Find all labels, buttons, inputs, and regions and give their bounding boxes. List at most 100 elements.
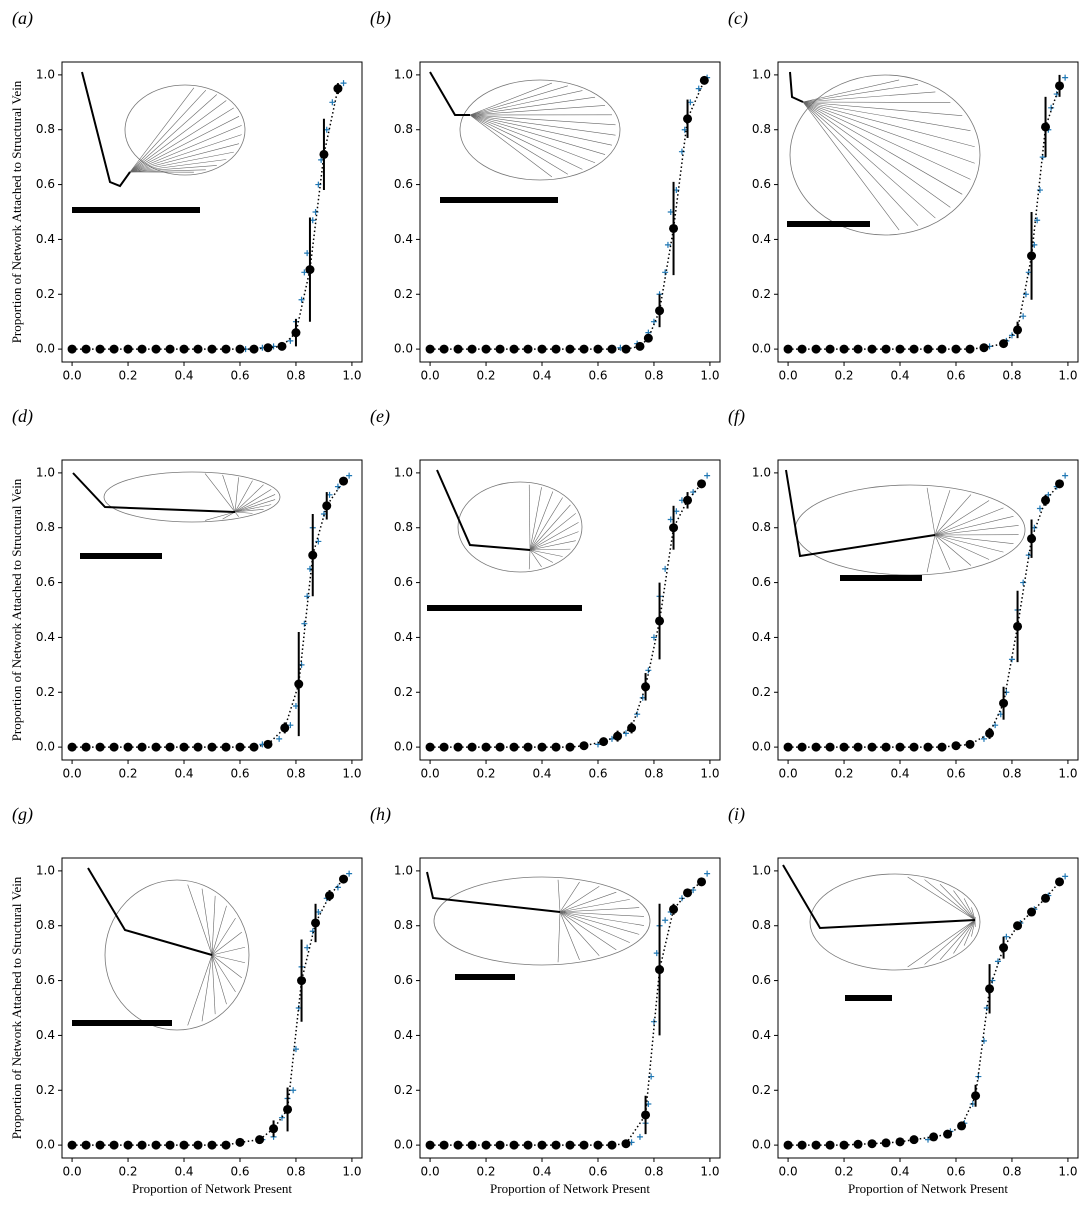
mean-point — [551, 344, 561, 354]
y-tick-label: 1.0 — [394, 465, 413, 479]
leaf-vein — [934, 534, 1004, 553]
mean-point — [207, 344, 217, 354]
x-tick-label: 1.0 — [700, 767, 719, 781]
leaf-vein — [129, 125, 242, 173]
sample-point — [292, 1046, 299, 1053]
sample-point — [315, 181, 322, 188]
mean-point — [635, 341, 645, 351]
leaf-vein — [926, 487, 936, 536]
mean-point — [151, 742, 161, 752]
x-tick-label: 0.2 — [476, 369, 495, 383]
leaf-vein — [129, 151, 234, 173]
x-tick-label: 1.0 — [700, 369, 719, 383]
leaf-vein — [204, 473, 236, 513]
leaf-vein — [802, 91, 936, 103]
sample-point — [340, 80, 347, 87]
leaf-vein — [529, 504, 571, 551]
y-axis-label: Proportion of Network Attached to Struct… — [9, 80, 24, 343]
y-tick-label: 1.0 — [36, 465, 55, 479]
y-tick-label: 0.0 — [752, 740, 771, 754]
mean-point — [179, 1140, 189, 1150]
mean-point — [607, 1140, 617, 1150]
mean-point — [509, 344, 519, 354]
panel: (b) 0.0 0.2 0.4 0.6 0.8 1.0 0.0 0.2 0.4 0.6 0.8 1.0 — [370, 8, 721, 383]
leaf-stem — [87, 867, 213, 956]
mean-point — [825, 742, 835, 752]
leaf-vein — [802, 101, 963, 116]
y-tick-label: 0.6 — [36, 177, 55, 191]
mean-point — [929, 1132, 939, 1142]
y-tick-label: 1.0 — [36, 863, 55, 877]
leaf-vein — [939, 883, 976, 921]
panel: (d) 0.0 0.2 0.4 0.6 0.8 1.0 0.0 0.2 0.4 0.6 0.8 1.0 P… — [9, 406, 363, 781]
mean-point — [137, 344, 147, 354]
mean-point — [867, 1139, 877, 1149]
x-tick-label: 0.6 — [230, 1165, 249, 1179]
leaf-vein — [559, 911, 645, 926]
mean-point — [81, 742, 91, 752]
sample-point — [1048, 104, 1055, 111]
x-tick-label: 0.0 — [421, 767, 440, 781]
panel-label: (c) — [728, 8, 748, 29]
x-tick-label: 0.2 — [834, 1165, 853, 1179]
mean-point — [81, 1140, 91, 1150]
leaf-vein — [187, 884, 213, 956]
sample-point — [664, 241, 671, 248]
leaf-vein — [963, 898, 976, 921]
mean-point — [425, 1140, 435, 1150]
leaf-vein — [129, 165, 217, 173]
y-tick-label: 1.0 — [394, 67, 413, 81]
leaf-vein — [469, 90, 583, 116]
mean-point — [999, 698, 1009, 708]
mean-point — [453, 742, 463, 752]
y-tick-label: 0.4 — [36, 630, 55, 644]
x-tick-label: 0.2 — [118, 369, 137, 383]
leaf-vein — [211, 954, 246, 964]
y-tick-label: 0.6 — [394, 575, 413, 589]
fit-line — [788, 85, 1061, 350]
y-tick-label: 0.0 — [36, 342, 55, 356]
leaf-vein — [211, 954, 242, 979]
mean-point — [537, 742, 547, 752]
mean-point — [1027, 534, 1037, 544]
mean-point — [67, 1140, 77, 1150]
x-tick-label: 1.0 — [1058, 767, 1077, 781]
leaf-vein — [211, 895, 216, 956]
panel: (c) 0.0 0.2 0.4 0.6 0.8 1.0 0.0 0.2 0.4 0.6 0.8 1.0 — [728, 8, 1079, 383]
mean-point — [151, 344, 161, 354]
leaf-vein — [529, 522, 579, 551]
mean-point — [537, 1140, 547, 1150]
mean-point — [881, 344, 891, 354]
x-tick-label: 0.0 — [779, 369, 798, 383]
panel-label: (b) — [370, 8, 391, 29]
sample-point — [1020, 313, 1027, 320]
leaf-vein — [469, 114, 596, 164]
axes-frame — [419, 61, 721, 363]
mean-point — [221, 742, 231, 752]
leaf-vein — [129, 90, 207, 173]
mean-point — [641, 682, 651, 692]
leaf-vein — [234, 480, 253, 513]
y-axis-label: Proportion of Network Attached to Struct… — [9, 876, 24, 1139]
mean-point — [937, 742, 947, 752]
axes-frame — [61, 459, 363, 761]
mean-point — [985, 728, 995, 738]
axes-frame — [777, 61, 1079, 363]
leaf-inset — [426, 871, 651, 980]
panel-label: (d) — [12, 406, 33, 427]
leaf-vein — [201, 888, 213, 956]
leaf-vein — [129, 87, 195, 173]
mean-point — [165, 742, 175, 752]
y-tick-label: 0.6 — [752, 177, 771, 191]
mean-point — [579, 1140, 589, 1150]
leaf-vein — [469, 114, 613, 146]
mean-point — [853, 344, 863, 354]
sample-point — [334, 483, 341, 490]
leaf-vein — [129, 116, 240, 173]
y-tick-label: 0.8 — [752, 918, 771, 932]
leaf-vein — [924, 879, 976, 921]
x-tick-label: 0.6 — [230, 369, 249, 383]
y-tick-label: 0.4 — [752, 1028, 771, 1042]
x-tick-label: 0.0 — [421, 369, 440, 383]
x-axis-label: Proportion of Network Present — [132, 1181, 292, 1196]
